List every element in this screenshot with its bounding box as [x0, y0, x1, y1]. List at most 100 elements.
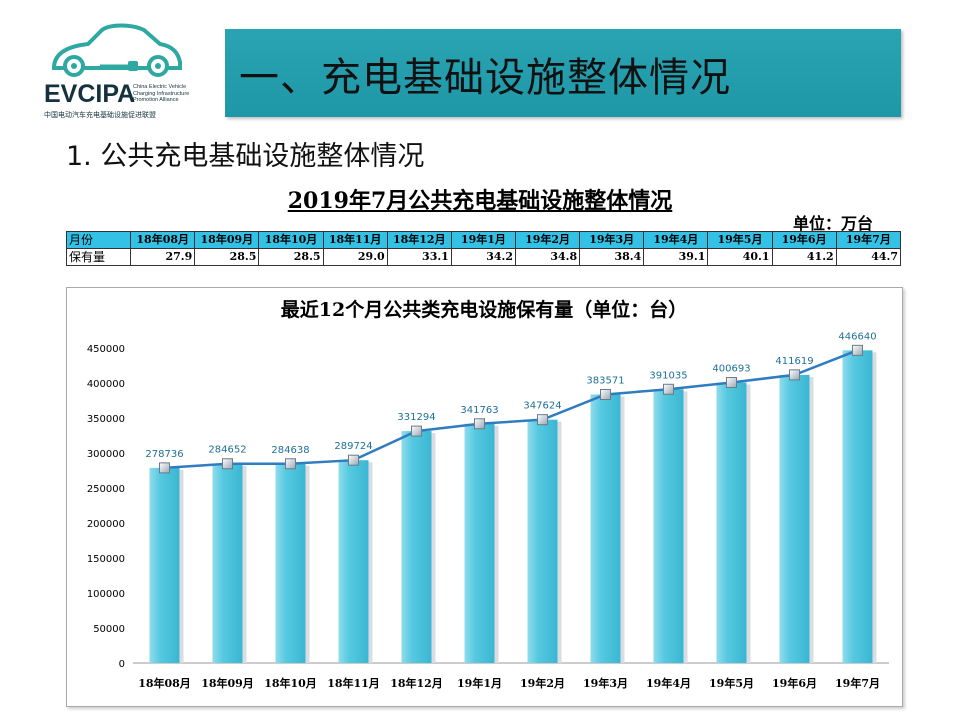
bar	[275, 463, 306, 663]
x-tick-label: 19年7月	[835, 676, 880, 690]
data-label: 391035	[649, 370, 687, 381]
header-banner: 一、充电基础设施整体情况	[225, 29, 901, 117]
data-label: 341763	[460, 405, 498, 416]
point-marker	[852, 344, 863, 356]
page-title: 一、充电基础设施整体情况	[239, 55, 731, 101]
row-label: 保有量	[65, 248, 132, 266]
point-marker	[474, 418, 485, 430]
value-cell: 28.5	[194, 248, 260, 266]
point-marker	[789, 369, 800, 381]
logo-sub-line: Promotion Alliance	[133, 97, 179, 103]
point-marker	[663, 383, 674, 395]
y-tick-label: 0	[119, 659, 125, 670]
y-tick-label: 150000	[87, 554, 125, 565]
point-marker	[348, 454, 359, 466]
data-label: 284638	[271, 445, 309, 456]
data-label: 411619	[775, 356, 813, 367]
value-cell: 41.2	[771, 248, 837, 266]
x-tick-label: 18年12月	[390, 676, 443, 690]
bar-line-chart: 最近12个月公共类充电设施保有量（单位：台） 0 50000 100000 15000…	[87, 298, 889, 690]
section-title: 1. 公共充电基础设施整体情况	[66, 141, 425, 172]
x-tick-label: 19年6月	[772, 676, 817, 690]
data-label: 278736	[145, 449, 183, 460]
table-value-row: 保有量 27.9 28.5 28.5 29.0 33.1 34.2 34.8 3…	[65, 248, 902, 266]
month-cell: 19年5月	[707, 231, 773, 249]
y-tick-label: 350000	[87, 414, 125, 425]
month-cell: 18年09月	[194, 231, 260, 249]
month-cell: 19年6月	[771, 231, 837, 249]
y-tick-label: 250000	[87, 484, 125, 495]
value-cell: 27.9	[130, 248, 196, 266]
y-tick-label: 450000	[87, 344, 125, 355]
table-title: 2019年7月公共充电基础设施整体情况	[0, 183, 960, 215]
point-marker	[600, 389, 611, 401]
value-cell: 39.1	[643, 248, 709, 266]
y-tick-label: 300000	[87, 449, 125, 460]
month-cell: 19年3月	[579, 231, 645, 249]
x-tick-label: 18年08月	[138, 676, 191, 690]
point-marker	[285, 458, 296, 470]
row-label: 月份	[65, 231, 132, 249]
data-label: 331294	[397, 412, 435, 423]
bar	[527, 419, 558, 663]
point-marker	[411, 425, 422, 437]
logo-name: EVCIPA	[44, 80, 136, 108]
bar	[716, 382, 747, 663]
month-cell: 19年2月	[514, 231, 581, 249]
value-cell: 34.2	[450, 248, 516, 266]
y-tick-label: 50000	[93, 624, 125, 635]
data-label: 400693	[712, 364, 750, 375]
bar	[212, 463, 243, 663]
month-cell: 19年4月	[643, 231, 709, 249]
unit-note: 单位：万台	[793, 214, 874, 233]
bar	[590, 394, 621, 663]
table-title-text: 2019年7月公共充电基础设施整体情况	[287, 188, 673, 214]
month-cell: 19年1月	[450, 231, 516, 249]
y-tick-label: 400000	[87, 379, 125, 390]
data-label: 383571	[586, 376, 624, 387]
x-tick-label: 19年3月	[583, 676, 628, 690]
bar	[338, 460, 369, 663]
data-table: 月份 18年08月 18年09月 18年10月 18年11月 18年12月 19…	[65, 231, 902, 266]
value-cell: 40.1	[707, 248, 773, 266]
bar	[149, 467, 180, 663]
point-marker	[537, 414, 548, 426]
x-tick-label: 18年11月	[327, 676, 380, 690]
point-marker	[726, 377, 737, 389]
month-cell: 18年10月	[258, 231, 324, 249]
month-cell: 18年11月	[322, 231, 388, 249]
data-label: 289724	[334, 441, 372, 452]
x-tick-label: 18年09月	[201, 676, 254, 690]
value-cell: 29.0	[322, 248, 388, 266]
value-cell: 33.1	[386, 248, 452, 266]
evcipa-logo: EVCIPA China Electric Vehicle Charging I…	[40, 22, 210, 122]
month-cell: 18年08月	[130, 231, 196, 249]
month-cell: 18年12月	[386, 231, 452, 249]
value-cell: 44.7	[835, 248, 902, 266]
car-logo-icon	[51, 23, 182, 77]
data-label: 347624	[523, 401, 561, 412]
bar	[653, 389, 684, 663]
point-marker	[159, 462, 170, 474]
x-tick-label: 18年10月	[264, 676, 317, 690]
logo-sub-line: Charging Infrastructure	[133, 90, 190, 97]
x-tick-label: 19年4月	[646, 676, 691, 690]
series-line	[164, 349, 858, 470]
bar	[779, 374, 810, 663]
bar	[401, 431, 432, 663]
chart-frame: 最近12个月公共类充电设施保有量（单位：台） 0 50000 100000 15000…	[66, 287, 903, 707]
x-tick-label: 19年2月	[520, 676, 565, 690]
point-marker	[222, 458, 233, 470]
value-cell: 28.5	[258, 248, 324, 266]
logo-subtitle: China Electric Vehicle Charging Infrastr…	[133, 84, 213, 104]
table-header-row: 月份 18年08月 18年09月 18年10月 18年11月 18年12月 19…	[65, 231, 902, 249]
month-cell: 19年7月	[835, 231, 902, 249]
y-tick-label: 100000	[87, 589, 125, 600]
x-tick-label: 19年5月	[709, 676, 754, 690]
value-cell: 38.4	[579, 248, 645, 266]
chart-title: 最近12个月公共类充电设施保有量（单位：台）	[281, 298, 687, 321]
value-cell: 34.8	[514, 248, 581, 266]
data-label: 446640	[838, 331, 876, 342]
y-tick-label: 200000	[87, 519, 125, 530]
bar	[464, 423, 495, 663]
